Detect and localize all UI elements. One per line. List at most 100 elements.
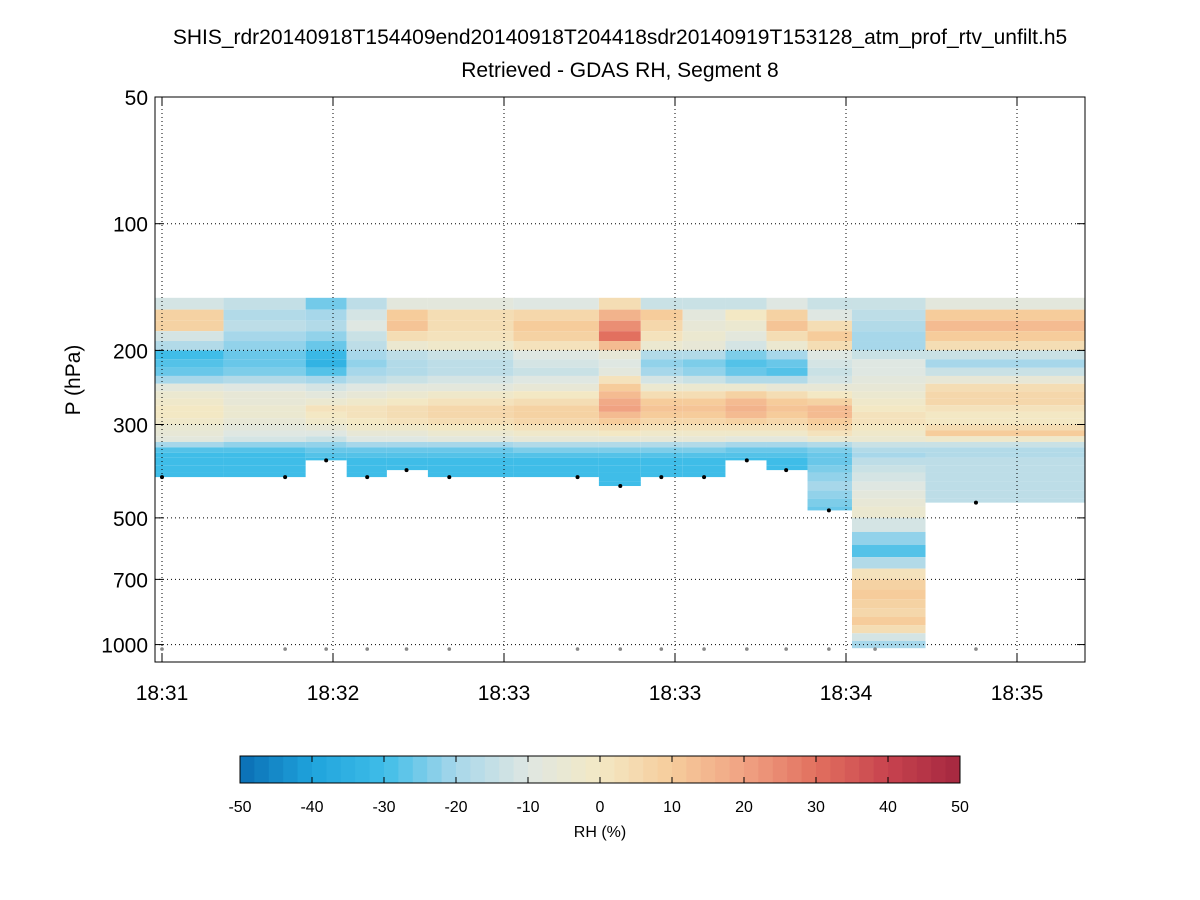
heatmap-cell <box>766 436 808 442</box>
heatmap-cell <box>305 331 347 342</box>
heatmap-cell <box>386 447 428 453</box>
colorbar-swatch <box>700 756 716 783</box>
heatmap-cell <box>925 447 1085 453</box>
heatmap-cell <box>807 367 852 376</box>
heatmap-cell <box>513 398 599 406</box>
heatmap-cell <box>725 359 767 368</box>
heatmap-cell <box>925 430 1085 437</box>
heatmap-cell <box>305 375 347 384</box>
heatmap-cell <box>682 472 726 478</box>
profile-top-marker <box>160 475 164 480</box>
heatmap-cell <box>305 398 347 406</box>
heatmap-cell <box>766 424 808 431</box>
heatmap-cell <box>925 383 1085 392</box>
plot-frame <box>154 96 1086 663</box>
surface-marker <box>702 647 706 651</box>
heatmap-cell <box>223 320 306 332</box>
heatmap-cell <box>598 398 641 406</box>
heatmap-cell <box>851 498 926 507</box>
heatmap-cell <box>598 472 641 482</box>
heatmap-cell <box>305 418 347 425</box>
heatmap-cell <box>155 452 224 458</box>
colorbar-tick-label: 30 <box>807 799 825 816</box>
heatmap-cell <box>925 359 1085 368</box>
colorbar-tick-label: -40 <box>300 799 323 816</box>
heatmap-cell <box>427 430 514 437</box>
heatmap-cell <box>725 350 767 360</box>
heatmap-cell <box>766 297 808 310</box>
heatmap-cell <box>851 424 926 431</box>
colorbar-swatch <box>902 756 918 783</box>
heatmap-cell <box>807 411 852 419</box>
profile-top-marker <box>365 475 370 480</box>
heatmap-cell <box>598 375 641 384</box>
heatmap-cell <box>807 481 852 491</box>
heatmap-cell <box>305 367 347 376</box>
heatmap-cell <box>766 430 808 437</box>
heatmap-cell <box>640 457 683 466</box>
heatmap-cell <box>598 297 641 310</box>
colorbar-swatch <box>830 756 846 783</box>
heatmap-cell <box>427 441 514 448</box>
heatmap-cell <box>427 367 514 376</box>
heatmap-cell <box>925 398 1085 406</box>
colorbar-tick-label: 0 <box>596 799 605 816</box>
heatmap-cell <box>851 608 926 618</box>
heatmap-cell <box>305 320 347 332</box>
profile-top-marker <box>324 458 329 463</box>
heatmap-cell <box>427 424 514 431</box>
heatmap-cell <box>725 436 767 442</box>
heatmap-cell <box>725 375 767 384</box>
heatmap-cell <box>346 341 387 351</box>
heatmap-cell <box>223 350 306 360</box>
heatmap-cell <box>305 297 347 310</box>
colorbar-swatch <box>542 756 558 783</box>
heatmap-cell <box>598 430 641 437</box>
surface-marker <box>365 647 370 651</box>
colorbar-swatch <box>600 756 615 783</box>
heatmap-cell <box>640 472 683 478</box>
heatmap-cell <box>682 359 726 368</box>
heatmap-cell <box>766 350 808 360</box>
colorbar-swatch <box>801 756 817 783</box>
heatmap-cell <box>925 465 1085 473</box>
surface-marker <box>784 647 788 651</box>
colorbar-swatch <box>369 756 385 783</box>
heatmap-cell <box>155 472 224 478</box>
heatmap-cell <box>427 411 514 419</box>
colorbar-swatch <box>945 756 961 783</box>
heatmap-cell <box>807 391 852 399</box>
heatmap-cell <box>346 452 387 458</box>
heatmap-cell <box>223 457 306 466</box>
heatmap-cell <box>598 341 641 351</box>
heatmap-cell <box>807 405 852 412</box>
colorbar-swatch <box>398 756 414 783</box>
heatmap-cell <box>640 320 683 332</box>
heatmap-cell <box>807 457 852 466</box>
heatmap-cell <box>925 498 1085 503</box>
y-tick-label: 700 <box>113 569 148 592</box>
heatmap-cell <box>807 309 852 321</box>
heatmap-cell <box>155 297 224 310</box>
heatmap-cell <box>598 391 641 399</box>
colorbar-swatch <box>873 756 889 783</box>
heatmap-cell <box>223 383 306 392</box>
heatmap-cell <box>725 424 767 431</box>
heatmap-cell <box>513 375 599 384</box>
heatmap-cell <box>725 447 767 453</box>
colorbar-swatch <box>355 756 371 783</box>
colorbar-swatch <box>931 756 947 783</box>
profile-markers <box>160 458 978 651</box>
heatmap-cell <box>346 405 387 412</box>
heatmap-cell <box>598 441 641 448</box>
colorbar-swatch <box>916 756 932 783</box>
surface-marker <box>575 647 580 651</box>
heatmap-cell <box>513 405 599 412</box>
surface-marker <box>618 647 623 651</box>
heatmap-cell <box>725 441 767 448</box>
heatmap-cell <box>682 309 726 321</box>
heatmap-cell <box>598 350 641 360</box>
heatmap-cell <box>513 383 599 392</box>
heatmap-cell <box>386 441 428 448</box>
heatmap-cell <box>386 309 428 321</box>
